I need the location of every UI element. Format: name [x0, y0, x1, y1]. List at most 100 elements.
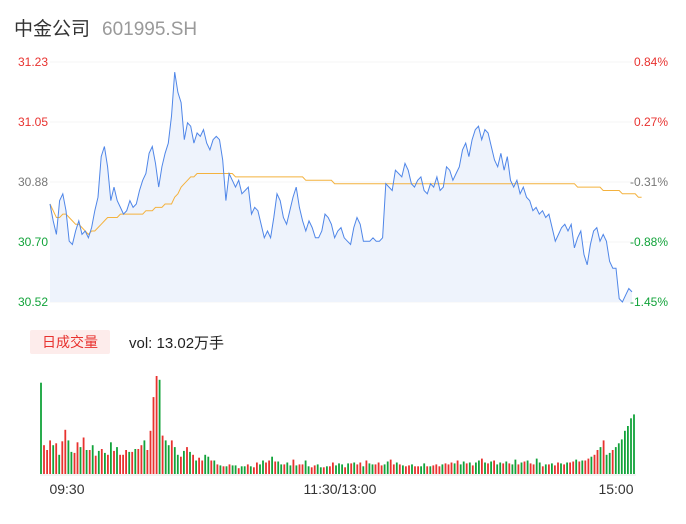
volume-bar: [265, 462, 267, 474]
price-axis-labels: 31.23 31.05 30.88 30.70 30.52: [18, 55, 48, 309]
volume-bar: [292, 459, 295, 474]
volume-bar: [608, 452, 611, 474]
volume-bar: [274, 461, 277, 474]
volume-bar: [271, 456, 273, 474]
volume-bar: [447, 464, 450, 474]
volume-bar: [192, 454, 194, 474]
volume-bar: [505, 461, 508, 474]
volume-bar: [398, 464, 401, 474]
volume-bar: [128, 451, 131, 474]
volume-bar: [514, 459, 517, 474]
volume-bar: [569, 462, 571, 474]
volume-bar: [356, 464, 359, 474]
volume-bar: [484, 462, 486, 474]
volume-bar: [493, 460, 495, 474]
volume-bar: [523, 461, 526, 474]
volume-bar: [237, 468, 240, 474]
volume-bar: [110, 442, 112, 474]
volume-bar: [344, 467, 346, 474]
volume-bar: [198, 457, 200, 474]
volume-bar: [338, 463, 340, 474]
volume-bar: [548, 464, 550, 474]
volume-bar: [508, 463, 511, 474]
volume-bar: [405, 466, 407, 474]
volume-bar: [596, 450, 599, 474]
volume-bar: [58, 454, 61, 474]
volume-bar: [222, 466, 225, 474]
volume-bars: [40, 376, 635, 474]
volume-bar: [520, 462, 523, 474]
price-tick-label: 31.05: [18, 115, 48, 129]
volume-bar: [383, 464, 386, 474]
volume-bar: [359, 462, 362, 474]
volume-bar: [46, 450, 48, 474]
volume-bar: [301, 464, 304, 474]
volume-bar: [432, 465, 435, 474]
volume-bar: [402, 465, 404, 474]
volume-bar: [572, 461, 575, 474]
volume-bar: [459, 464, 462, 474]
volume-bar: [408, 465, 410, 474]
volume-bar: [465, 463, 468, 474]
volume-bar: [392, 464, 395, 474]
volume-bar: [532, 464, 535, 474]
volume-bar: [578, 461, 581, 474]
daily-volume-badge[interactable]: 日成交量: [30, 330, 110, 354]
volume-bar: [347, 463, 349, 474]
volume-bar: [584, 460, 587, 474]
volume-bar: [329, 466, 331, 474]
volume-bar: [283, 464, 286, 474]
volume-bar: [253, 467, 255, 474]
volume-bar: [420, 466, 422, 474]
volume-bar: [377, 462, 380, 474]
volume-bar: [426, 466, 429, 474]
volume-bar: [180, 456, 182, 474]
volume-bar: [298, 464, 301, 474]
volume-bar: [602, 440, 605, 474]
time-tick-label: 15:00: [598, 481, 633, 497]
price-tick-label: 30.70: [18, 235, 48, 249]
volume-bar: [496, 464, 499, 474]
volume-bar: [313, 465, 316, 474]
volume-bar: [164, 440, 167, 474]
volume-bar: [538, 462, 541, 474]
volume-bar: [79, 447, 82, 474]
volume-bar: [289, 465, 292, 474]
volume-bar: [541, 466, 544, 474]
volume-bar: [170, 440, 173, 474]
volume-bar: [499, 462, 502, 474]
volume-bar: [40, 382, 42, 474]
volume-bar: [438, 466, 441, 474]
volume-bar: [414, 466, 416, 474]
stock-title: 中金公司 601995.SH: [14, 14, 197, 41]
volume-bar: [259, 464, 261, 474]
price-tick-label: 30.52: [18, 295, 48, 309]
volume-bar: [149, 430, 152, 474]
volume-bar: [152, 397, 155, 474]
volume-bar: [450, 462, 453, 474]
volume-bar: [614, 447, 617, 474]
volume-readout: vol: 13.02万手: [129, 335, 225, 352]
volume-bar: [593, 454, 596, 474]
time-tick-label: 11:30/13:00: [304, 481, 377, 497]
volume-bar: [243, 466, 246, 474]
volume-bar: [204, 454, 207, 474]
volume-bar: [131, 451, 134, 474]
volume-bar: [73, 452, 76, 474]
volume-bar: [341, 464, 343, 474]
volume-bar: [617, 443, 620, 474]
volume-bar: [231, 465, 234, 474]
volume-bar: [395, 462, 398, 474]
volume-bar: [633, 414, 635, 474]
volume-bar: [85, 450, 88, 474]
percent-tick-label: -0.88%: [630, 235, 668, 249]
volume-bar: [137, 449, 140, 474]
volume-bar: [417, 466, 419, 474]
volume-bar: [624, 430, 626, 474]
volume-bar: [280, 464, 283, 474]
time-axis-labels: 09:30 11:30/13:00 15:00: [49, 481, 633, 497]
volume-bar: [158, 379, 161, 474]
percent-axis-labels: 0.84% 0.27% -0.31% -0.88% -1.45%: [630, 55, 668, 309]
price-area-fill: [50, 72, 632, 302]
